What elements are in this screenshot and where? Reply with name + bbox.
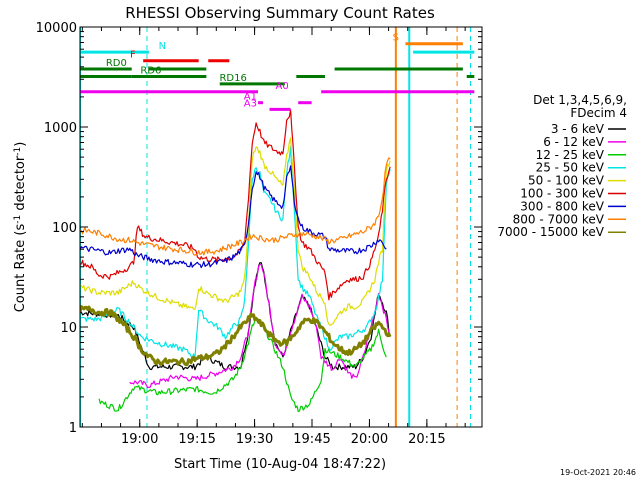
x-tick-label: 20:15 <box>408 432 445 447</box>
instrument-state-lines <box>80 27 472 427</box>
y-tick-label: 10000 <box>36 21 77 36</box>
series-line-100-300-kev <box>80 109 391 301</box>
x-tick-label: 19:45 <box>293 432 330 447</box>
series-line-300-800-kev <box>80 165 387 269</box>
x-tick-label: 20:00 <box>351 432 388 447</box>
x-tick-label: 19:30 <box>236 432 273 447</box>
flag-label-s: S <box>393 33 399 44</box>
flag-label-a3: A3 <box>244 98 257 109</box>
legend-entry-50-100-kev: 50 - 100 keV <box>528 174 605 188</box>
legend-entry-12-25-kev: 12 - 25 keV <box>536 148 605 162</box>
x-tick-label: 19:00 <box>121 432 158 447</box>
footer-timestamp: 19-Oct-2021 20:46 <box>560 468 636 477</box>
x-axis-ticks: 19:00 19:15 19:30 19:45 20:00 20:15 <box>81 27 466 447</box>
legend-entry-25-50-kev: 25 - 50 keV <box>536 161 605 175</box>
legend-title-line-2: FDecim 4 <box>570 106 627 120</box>
series-line-25-50-kev <box>80 146 391 360</box>
series-line-7000-15000-kev <box>80 305 392 367</box>
y-tick-label: 100 <box>52 221 77 236</box>
y-axis-label: Count Rate (s-1 detector-1) <box>13 142 28 313</box>
x-axis-label: Start Time (10-Aug-04 18:47:22) <box>174 457 386 472</box>
flag-label-f: F <box>130 50 136 61</box>
flag-label-rd16: RD16 <box>219 73 246 84</box>
y-tick-label: 10 <box>60 321 77 336</box>
legend-entry-3-6-kev: 3 - 6 keV <box>551 122 605 136</box>
series-layer <box>80 109 392 412</box>
legend-entry-7000-15000-kev: 7000 - 15000 keV <box>497 225 604 239</box>
flag-label-a1: A1 <box>244 92 257 103</box>
series-line-50-100-kev <box>80 137 391 326</box>
flag-label-a0: A0 <box>276 81 289 92</box>
flag-label-n: N <box>159 41 166 52</box>
legend-title-line-1: Det 1,3,4,5,6,9, <box>533 93 627 107</box>
series-line-6-12-kev <box>129 263 391 389</box>
legend-entry-300-800-kev: 300 - 800 keV <box>520 199 604 213</box>
flag-label-rd0: RD0 <box>106 58 127 69</box>
flag-label-rd6: RD6 <box>140 65 161 76</box>
series-line-12-25-kev <box>98 318 387 412</box>
y-tick-label: 1000 <box>44 121 77 136</box>
y-tick-label: 1 <box>69 421 77 436</box>
x-tick-label: 19:15 <box>178 432 215 447</box>
legend-entry-6-12-kev: 6 - 12 keV <box>543 135 605 149</box>
y-axis-ticks: 1 10 100 1000 10000 <box>36 21 482 436</box>
legend-entry-100-300-kev: 100 - 300 keV <box>520 187 604 201</box>
chart-title: RHESSI Observing Summary Count Rates <box>125 4 435 22</box>
series-line-800-7000-kev <box>80 157 391 256</box>
legend-entry-800-7000-kev: 800 - 7000 keV <box>513 212 605 226</box>
